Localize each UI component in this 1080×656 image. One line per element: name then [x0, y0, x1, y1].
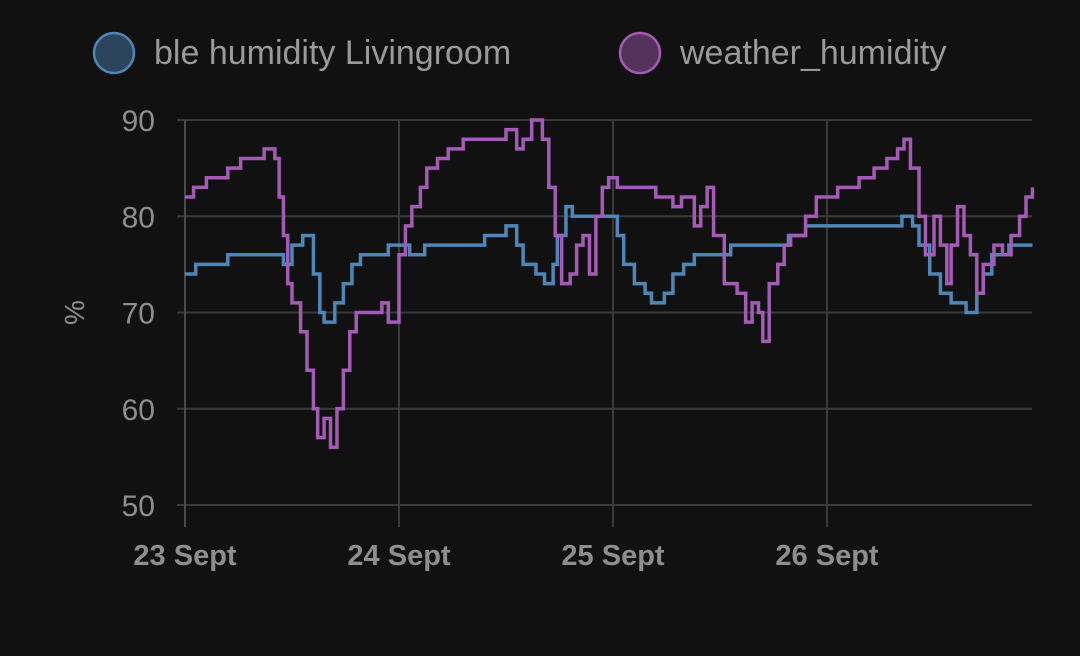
y-tick-label: 90: [122, 105, 155, 138]
y-tick-label: 60: [122, 394, 155, 427]
grid: [177, 119, 1032, 527]
legend-label: ble humidity Livingroom: [154, 34, 511, 72]
axes: 50 60 70 80 90 23 Sept 24 Sept 25 Sept 26 Sept%: [59, 105, 879, 572]
series-line-weather-humidity[interactable]: [185, 118, 1035, 449]
x-tick-label: 23 Sept: [133, 540, 236, 572]
y-axis-label: %: [59, 300, 90, 325]
series-line-ble-humidity[interactable]: [185, 204, 1033, 324]
legend-swatch: [618, 31, 662, 75]
y-tick-label: 70: [122, 298, 155, 331]
y-tick-label: 80: [122, 201, 155, 234]
y-tick-label: 50: [122, 490, 155, 523]
legend-item[interactable]: ble humidity Livingroom: [92, 31, 511, 75]
series-layer: [185, 118, 1035, 449]
x-tick-label: 26 Sept: [775, 540, 878, 572]
legend-label: weather_humidity: [679, 34, 946, 72]
legend[interactable]: ble humidity Livingroom weather_humidity: [92, 31, 946, 75]
legend-swatch: [92, 31, 136, 75]
x-tick-label: 25 Sept: [561, 540, 664, 572]
legend-item[interactable]: weather_humidity: [618, 31, 946, 75]
x-tick-label: 24 Sept: [347, 540, 450, 572]
